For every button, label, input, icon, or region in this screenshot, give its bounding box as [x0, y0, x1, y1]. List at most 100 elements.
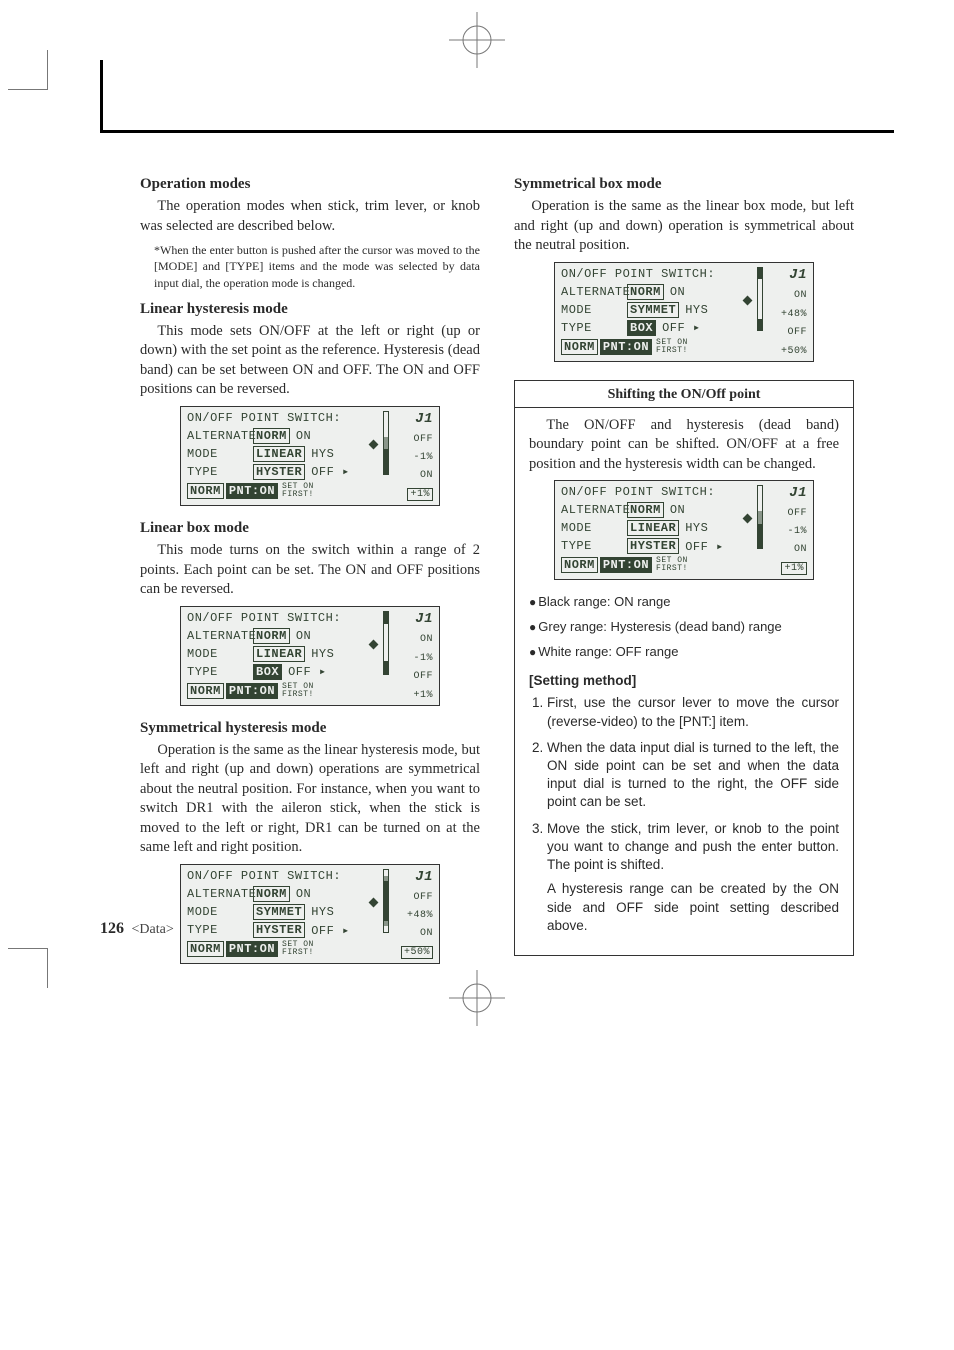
lcd-pnt: PNT:ON [226, 941, 278, 957]
lcd-norm-box: NORM [187, 683, 224, 699]
lcd-mode-label: MODE [561, 521, 627, 535]
crop-mark-bottom-left [8, 948, 48, 988]
lcd-type-label: TYPE [187, 923, 253, 937]
lcd-alternate-value: NORM [627, 502, 664, 518]
lcd-alternate-value: NORM [627, 284, 664, 300]
para-opmodes-intro: The operation modes when stick, trim lev… [140, 197, 480, 236]
lcd-vbar [757, 485, 763, 549]
lcd-type-value: BOX [253, 664, 282, 680]
lcd-vbar [757, 267, 763, 331]
lcd-readout-mid2: ON [393, 928, 433, 939]
footer-section: <Data> [132, 922, 174, 937]
para-sym-hyst: Operation is the same as the linear hyst… [140, 741, 480, 858]
heading-linear-hyst: Linear hysteresis mode [140, 301, 480, 318]
step-3b-text: A hysteresis range can be created by the… [547, 880, 839, 935]
lcd-alternate-value: NORM [253, 886, 290, 902]
lcd-set-on-first: SET ON FIRST! [282, 683, 314, 699]
lcd-pnt: PNT:ON [600, 339, 652, 355]
callout-box-shifting: Shifting the ON/Off point The ON/OFF and… [514, 380, 854, 956]
lcd-readout-top: OFF [767, 508, 807, 519]
lcd-shifting: ON/OFF POINT SWITCH: ALTERNATE NORM ON M… [554, 480, 814, 580]
crop-mark-top-left [8, 50, 48, 90]
heading-sym-hyst: Symmetrical hysteresis mode [140, 720, 480, 737]
lcd-type-value: HYSTER [253, 922, 305, 938]
lcd-alternate-value: NORM [253, 428, 290, 444]
lcd-alternate-state: ON [670, 503, 685, 517]
lcd-off-arrow: OFF ▸ [685, 539, 724, 554]
lcd-mode-value: LINEAR [253, 446, 305, 462]
lcd-alternate-label: ALTERNATE [187, 429, 253, 443]
lcd-set-on-first: SET ON FIRST! [282, 941, 314, 957]
lcd-mode-label: MODE [187, 447, 253, 461]
lcd-type-label: TYPE [187, 465, 253, 479]
lcd-norm-box: NORM [187, 483, 224, 499]
lcd-readout-bot: +50% [767, 346, 807, 357]
callout-body: The ON/OFF and hysteresis (dead band) bo… [529, 416, 839, 475]
lcd-alternate-state: ON [296, 429, 311, 443]
lcd-type-value: HYSTER [253, 464, 305, 480]
lcd-alternate-label: ALTERNATE [561, 285, 627, 299]
legend-white: ●White range: OFF range [529, 644, 839, 659]
lcd-alternate-state: ON [670, 285, 685, 299]
setting-method-heading: [Setting method] [529, 673, 839, 688]
lcd-readout-mid1: -1% [767, 526, 807, 537]
right-column: Symmetrical box mode Operation is the sa… [514, 170, 854, 978]
left-column: Operation modes The operation modes when… [140, 170, 480, 978]
lcd-norm-box: NORM [561, 557, 598, 573]
legend-white-text: White range: OFF range [538, 644, 678, 659]
page-footer: 126 <Data> [100, 920, 174, 938]
lcd-alternate-state: ON [296, 887, 311, 901]
lcd-j1: J1 [393, 869, 433, 885]
lcd-readout-bot: +50% [401, 946, 433, 959]
lcd-hys-label: HYS [311, 647, 334, 661]
lcd-norm-box: NORM [561, 339, 598, 355]
lcd-readout-bot: +1% [393, 690, 433, 701]
lcd-readout-mid2: OFF [767, 327, 807, 338]
lcd-j1: J1 [393, 411, 433, 427]
lcd-type-label: TYPE [561, 321, 627, 335]
para-sym-box: Operation is the same as the linear box … [514, 197, 854, 256]
page-number: 126 [100, 920, 124, 937]
lcd-readout-mid1: +48% [767, 309, 807, 320]
lcd-off-arrow: OFF ▸ [311, 923, 350, 938]
lcd-mode-label: MODE [187, 647, 253, 661]
lcd-linear-hyster: ON/OFF POINT SWITCH: ALTERNATE NORM ON M… [180, 406, 440, 506]
lcd-j1: J1 [393, 611, 433, 627]
lcd-readout-mid2: ON [767, 544, 807, 555]
lcd-alternate-state: ON [296, 629, 311, 643]
lcd-readout-top: ON [767, 290, 807, 301]
lcd-off-arrow: OFF ▸ [311, 464, 350, 479]
registration-mark-bottom [447, 968, 507, 1028]
lcd-norm-box: NORM [187, 941, 224, 957]
header-rule-stub [100, 60, 103, 132]
diamond-marker-icon [368, 639, 378, 649]
lcd-hys-label: HYS [685, 521, 708, 535]
lcd-mode-value: LINEAR [627, 520, 679, 536]
diamond-marker-icon [742, 514, 752, 524]
lcd-type-label: TYPE [187, 665, 253, 679]
note-opmodes: *When the enter button is pushed after t… [154, 242, 480, 291]
lcd-vbar [383, 411, 389, 475]
lcd-hys-label: HYS [685, 303, 708, 317]
step-3a-text: Move the stick, trim lever, or knob to t… [547, 821, 839, 872]
lcd-readout-bot: +1% [781, 562, 807, 575]
legend-black: ●Black range: ON range [529, 594, 839, 609]
lcd-mode-value: SYMMET [253, 904, 305, 920]
lcd-j1: J1 [767, 267, 807, 283]
lcd-vbar [383, 611, 389, 675]
callout-title: Shifting the ON/Off point [515, 381, 853, 408]
lcd-readout-mid1: +48% [393, 910, 433, 921]
lcd-mode-value: LINEAR [253, 646, 305, 662]
lcd-set-on-first: SET ON FIRST! [656, 339, 688, 355]
lcd-alternate-label: ALTERNATE [187, 887, 253, 901]
lcd-symmet-box: ON/OFF POINT SWITCH: ALTERNATE NORM ON M… [554, 262, 814, 362]
setting-method-steps: First, use the cursor lever to move the … [529, 694, 839, 935]
lcd-readout-mid2: OFF [393, 671, 433, 682]
lcd-off-arrow: OFF ▸ [662, 320, 701, 335]
para-linear-box: This mode turns on the switch within a r… [140, 541, 480, 600]
lcd-readout-bot: +1% [407, 488, 433, 501]
lcd-set-on-first: SET ON FIRST! [656, 557, 688, 573]
step-2: When the data input dial is turned to th… [547, 739, 839, 812]
diamond-marker-icon [742, 295, 752, 305]
lcd-j1: J1 [767, 485, 807, 501]
